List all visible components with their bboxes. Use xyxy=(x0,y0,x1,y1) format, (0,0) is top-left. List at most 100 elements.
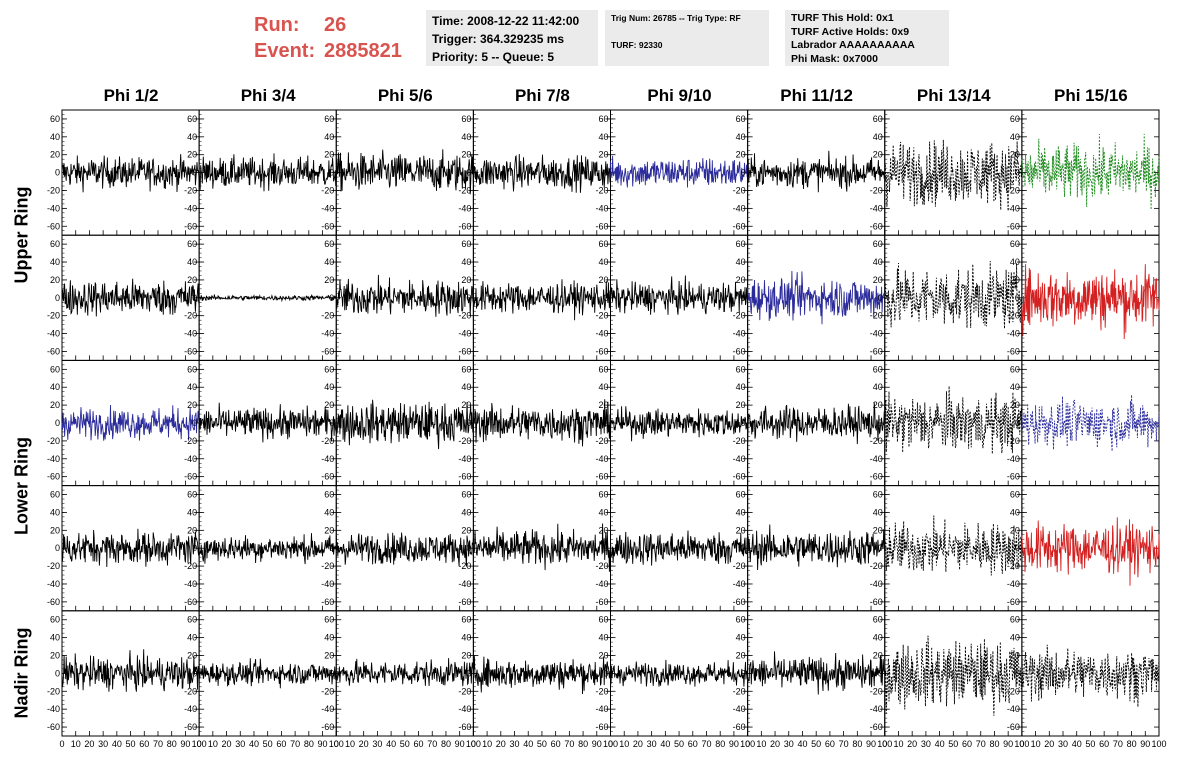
y-tick-label: 40 xyxy=(50,633,60,643)
y-tick-label: 60 xyxy=(873,239,883,249)
panel: -60 -40 -20 0 20 40 60 xyxy=(1007,234,1160,361)
x-tick-label: 100 xyxy=(1014,739,1029,749)
x-tick-label: 100 xyxy=(192,739,207,749)
x-tick-label: 10 xyxy=(1031,739,1041,749)
y-tick-label: 0 xyxy=(55,418,60,428)
y-tick-label: -20 xyxy=(184,686,197,696)
x-tick-label: 50 xyxy=(126,739,136,749)
y-tick-label: -40 xyxy=(733,579,746,589)
column-title: Phi 1/2 xyxy=(103,86,159,105)
y-tick-label: -20 xyxy=(321,311,334,321)
y-tick-label: 60 xyxy=(187,490,197,500)
y-tick-label: -40 xyxy=(1007,704,1020,714)
y-tick-label: 0 xyxy=(329,668,334,678)
panel: -60 -40 -20 0 20 40 60 xyxy=(458,485,611,612)
x-tick-label: 30 xyxy=(235,739,245,749)
waveform-series xyxy=(472,279,611,321)
y-tick-label: -60 xyxy=(733,221,746,231)
waveform-series xyxy=(610,530,749,566)
y-tick-label: -40 xyxy=(321,579,334,589)
y-tick-label: 40 xyxy=(736,633,746,643)
y-tick-label: 40 xyxy=(324,633,334,643)
waveform-series xyxy=(61,154,200,193)
x-tick-label: 60 xyxy=(825,739,835,749)
y-tick-label: 40 xyxy=(324,257,334,267)
y-tick-label: -60 xyxy=(458,346,471,356)
panel: -60 -40 -20 0 20 40 60 xyxy=(595,359,749,487)
x-tick-label: 20 xyxy=(1044,739,1054,749)
x-tick-label: 50 xyxy=(811,739,821,749)
y-tick-label: 40 xyxy=(873,382,883,392)
waveform-series xyxy=(747,651,886,695)
y-tick-label: 60 xyxy=(1010,364,1020,374)
y-tick-label: 40 xyxy=(187,633,197,643)
x-tick-label: 10 xyxy=(756,739,766,749)
y-tick-label: -60 xyxy=(184,221,197,231)
y-tick-label: 0 xyxy=(192,418,197,428)
y-tick-label: 40 xyxy=(873,507,883,517)
y-tick-label: -40 xyxy=(184,704,197,714)
panel: -60 -40 -20 0 20 40 60 xyxy=(458,234,611,361)
y-tick-label: 20 xyxy=(187,651,197,661)
y-tick-label: 60 xyxy=(461,490,471,500)
y-tick-label: 0 xyxy=(329,168,334,178)
y-tick-label: 20 xyxy=(187,275,197,285)
x-tick-label: 20 xyxy=(84,739,94,749)
y-tick-label: 40 xyxy=(736,382,746,392)
y-tick-label: -60 xyxy=(1007,472,1020,482)
column-title: Phi 15/16 xyxy=(1054,86,1128,105)
y-tick-label: -60 xyxy=(733,597,746,607)
panel: -60 -40 -20 0 20 40 60 xyxy=(595,485,749,612)
waveform-series xyxy=(1021,133,1160,210)
y-tick-label: -20 xyxy=(733,686,746,696)
waveform-series xyxy=(198,293,337,303)
y-tick-label: 0 xyxy=(329,543,334,553)
event-label: Event: xyxy=(254,40,316,62)
y-tick-label: 20 xyxy=(598,400,608,410)
panel: -60 -40 -20 0 20 40 60 xyxy=(595,234,749,361)
y-tick-label: 20 xyxy=(873,275,883,285)
y-tick-label: 60 xyxy=(50,239,60,249)
x-tick-label: 60 xyxy=(688,739,698,749)
y-tick-label: -20 xyxy=(1007,436,1020,446)
y-tick-label: 60 xyxy=(324,364,334,374)
y-tick-label: 0 xyxy=(1015,418,1020,428)
x-tick-label: 10 xyxy=(345,739,355,749)
y-tick-label: 20 xyxy=(598,525,608,535)
waveform-series xyxy=(198,153,337,192)
y-tick-label: -40 xyxy=(184,203,197,213)
x-tick-label: 20 xyxy=(633,739,643,749)
x-tick-label: 80 xyxy=(989,739,999,749)
y-tick-label: 60 xyxy=(50,114,60,124)
y-tick-label: -20 xyxy=(184,436,197,446)
panel: -60 -40 -20 0 20 40 60 xyxy=(321,359,474,487)
y-tick-label: -60 xyxy=(595,472,608,482)
y-tick-label: 20 xyxy=(873,150,883,160)
x-tick-label: 30 xyxy=(647,739,657,749)
waveform-series xyxy=(472,153,611,193)
panel: -60 -40 -20 0 20 40 60 xyxy=(870,359,1023,487)
y-tick-label: -40 xyxy=(47,454,60,464)
x-tick-label: 0 xyxy=(745,739,750,749)
y-tick-label: -20 xyxy=(870,185,883,195)
panel: -60 -40 -20 0 20 40 60 xyxy=(870,109,1023,236)
y-tick-label: 20 xyxy=(736,275,746,285)
y-tick-label: 20 xyxy=(324,275,334,285)
y-tick-label: -40 xyxy=(321,454,334,464)
y-tick-label: -60 xyxy=(184,722,197,732)
y-tick-label: -60 xyxy=(458,597,471,607)
y-tick-label: -60 xyxy=(47,472,60,482)
y-tick-label: 20 xyxy=(50,400,60,410)
y-tick-label: -40 xyxy=(733,203,746,213)
x-tick-label: 90 xyxy=(729,739,739,749)
waveform-series xyxy=(335,149,474,195)
panel: -60 -40 -20 0 20 40 60 xyxy=(733,359,886,487)
x-tick-label: 30 xyxy=(98,739,108,749)
column-title: Phi 11/12 xyxy=(780,86,854,105)
y-tick-label: -20 xyxy=(458,185,471,195)
y-tick-label: -40 xyxy=(321,203,334,213)
y-tick-label: -60 xyxy=(1007,722,1020,732)
y-tick-label: -20 xyxy=(184,185,197,195)
y-tick-label: -40 xyxy=(870,579,883,589)
